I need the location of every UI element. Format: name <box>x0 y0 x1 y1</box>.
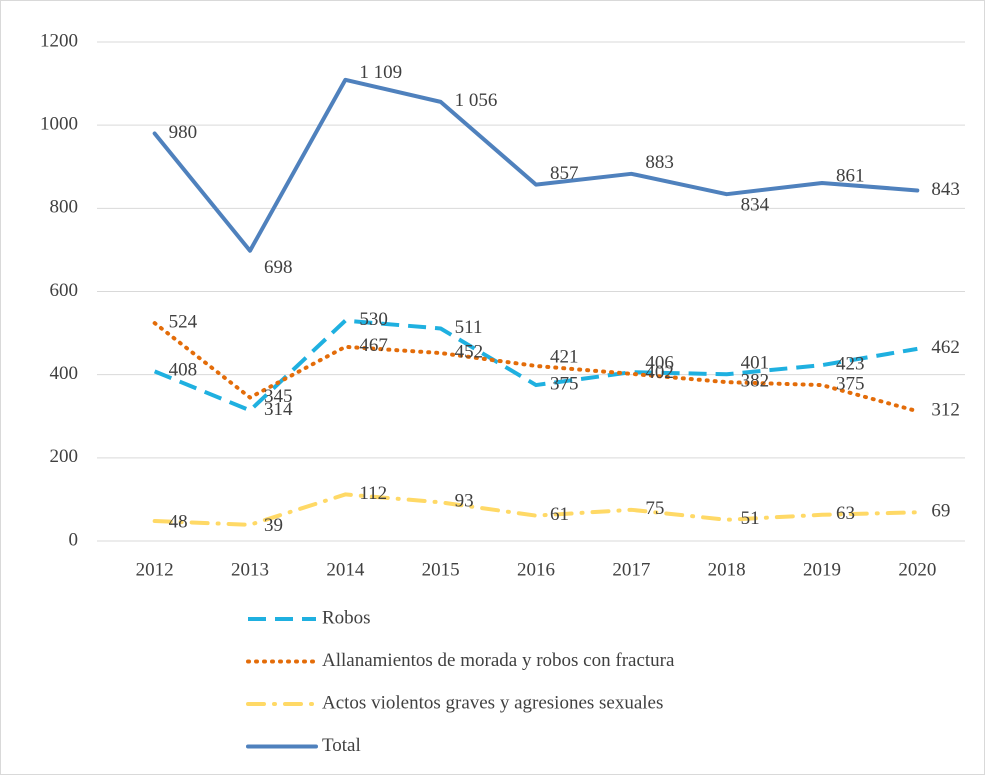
legend-label: Robos <box>322 607 371 628</box>
data-label: 408 <box>169 360 198 381</box>
data-label: 406 <box>645 353 674 374</box>
data-label: 1 056 <box>455 90 498 111</box>
data-label: 401 <box>741 353 770 374</box>
x-tick-label: 2012 <box>136 559 174 580</box>
x-tick-label: 2014 <box>326 559 365 580</box>
legend-label: Total <box>322 735 361 756</box>
data-label: 511 <box>455 317 483 338</box>
data-label: 524 <box>169 311 198 332</box>
data-label: 61 <box>550 504 569 525</box>
data-label: 861 <box>836 165 865 186</box>
data-label: 843 <box>931 179 960 200</box>
data-label: 698 <box>264 257 293 278</box>
data-label: 345 <box>264 386 293 407</box>
data-label: 530 <box>359 309 388 330</box>
series-line <box>153 318 918 413</box>
data-label: 452 <box>455 341 484 362</box>
data-label: 857 <box>550 163 579 184</box>
data-label: 112 <box>359 483 387 504</box>
legend-label: Allanamientos de morada y robos con frac… <box>322 650 675 671</box>
data-label: 51 <box>741 508 760 529</box>
data-label: 314 <box>264 399 293 420</box>
data-label: 834 <box>741 195 770 216</box>
data-label: 462 <box>931 337 960 358</box>
data-label: 375 <box>836 373 865 394</box>
y-tick-label: 1200 <box>40 30 78 51</box>
data-label: 69 <box>931 501 950 522</box>
y-tick-label: 600 <box>50 280 79 301</box>
data-label: 423 <box>836 353 865 374</box>
data-label: 63 <box>836 503 855 524</box>
data-label: 467 <box>359 335 388 356</box>
data-label: 402 <box>645 362 674 383</box>
y-tick-label: 400 <box>50 363 79 384</box>
data-label: 48 <box>169 511 188 532</box>
data-label: 980 <box>169 122 198 143</box>
data-label: 375 <box>550 373 579 394</box>
data-label: 312 <box>931 400 960 421</box>
x-tick-label: 2015 <box>422 559 460 580</box>
y-tick-label: 0 <box>69 529 79 550</box>
y-tick-label: 1000 <box>40 114 78 135</box>
series-line <box>152 492 920 527</box>
x-tick-label: 2017 <box>612 559 650 580</box>
series-line <box>152 77 920 253</box>
x-tick-label: 2013 <box>231 559 269 580</box>
data-label: 75 <box>645 498 664 519</box>
y-tick-label: 200 <box>50 446 79 467</box>
y-tick-label: 800 <box>50 197 79 218</box>
x-tick-label: 2018 <box>708 559 746 580</box>
data-label: 1 109 <box>359 62 402 83</box>
data-label: 39 <box>264 515 283 536</box>
data-label: 93 <box>455 491 474 512</box>
data-label: 382 <box>741 371 770 392</box>
data-label: 883 <box>645 152 674 173</box>
x-tick-label: 2019 <box>803 559 841 580</box>
data-label: 421 <box>550 346 579 367</box>
x-tick-label: 2016 <box>517 559 555 580</box>
legend-label: Actos violentos graves y agresiones sexu… <box>322 692 663 713</box>
x-tick-label: 2020 <box>898 559 936 580</box>
